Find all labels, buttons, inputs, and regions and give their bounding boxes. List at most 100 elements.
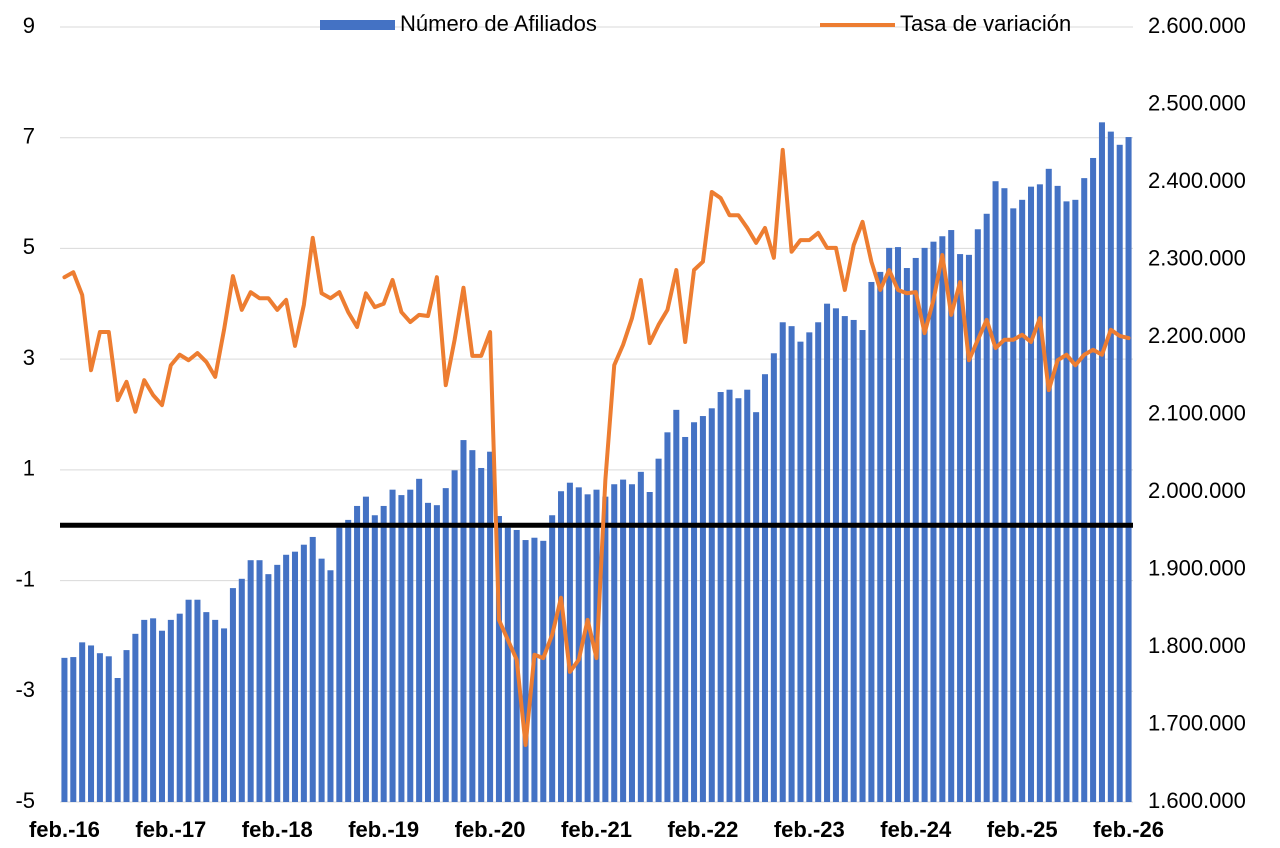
bar [753,412,760,802]
bar [1116,144,1123,803]
bar [336,527,343,802]
bar [1090,157,1097,803]
y-tick-label: 7 [23,124,35,149]
bar [664,432,671,802]
bar [132,633,139,802]
legend-label: Tasa de variación [900,11,1071,36]
bar [646,492,653,802]
bar [699,416,706,802]
y-tick-label: 3 [23,345,35,370]
legend-swatch [320,20,395,30]
bar [345,519,352,802]
bar [407,489,414,802]
bar [105,656,112,802]
bar [983,213,990,802]
bar [300,544,307,802]
bar [1019,199,1026,802]
bar [868,281,875,803]
bar [877,271,884,802]
bar [611,484,618,802]
bar [123,650,130,802]
y-tick-label: 1 [23,456,35,481]
bar [957,254,964,802]
bar [540,540,547,802]
bar [478,467,485,802]
bar [549,515,556,802]
bar [70,657,77,802]
y2-tick-label: 2.400.000 [1148,168,1246,193]
bar [744,389,751,802]
bar [1098,122,1105,802]
bar [61,657,68,802]
bar [158,630,165,802]
y2-tick-label: 2.100.000 [1148,400,1246,425]
bar [212,619,219,802]
bar [1063,201,1070,802]
bar [1081,178,1088,802]
bar [318,558,325,802]
bar [761,374,769,802]
x-tick-label: feb.-18 [242,817,313,842]
x-tick-label: feb.-25 [987,817,1058,842]
bar [398,495,405,802]
bar [487,451,494,802]
y-tick-label: -3 [15,677,35,702]
bar [1125,137,1132,803]
bar [682,436,689,802]
bar [1010,208,1017,803]
bar [362,496,369,802]
bar [806,332,813,802]
bar [939,236,946,802]
bar [558,491,565,802]
bar [1045,168,1052,802]
bar [735,398,742,802]
bar [522,540,529,802]
bar [247,560,254,802]
bar [256,560,263,802]
bar [912,257,919,802]
bar [708,408,715,802]
bar [451,470,458,802]
y2-tick-label: 2.300.000 [1148,245,1246,270]
y-tick-label: -5 [15,788,35,813]
bar [1001,188,1008,802]
y2-tick-label: 2.200.000 [1148,323,1246,348]
bar [114,678,121,802]
y2-tick-label: 2.600.000 [1148,13,1246,38]
x-tick-label: feb.-24 [880,817,952,842]
bar [824,303,831,802]
bar [176,613,183,802]
bar [1054,185,1061,802]
x-tick-label: feb.-21 [561,817,632,842]
bar [903,268,910,802]
bar [1028,186,1035,802]
bar [150,618,157,802]
bar [504,527,511,802]
bar [274,564,281,802]
bar [327,570,334,802]
bar [221,628,228,802]
x-tick-label: feb.-16 [29,817,100,842]
bar [469,450,476,802]
bar [1107,131,1114,802]
bar [815,322,822,802]
bar [770,353,777,802]
x-tick-label: feb.-26 [1093,817,1164,842]
y2-tick-label: 1.700.000 [1148,710,1246,735]
bar [79,642,86,802]
bar [371,515,378,802]
bar [637,471,644,802]
bar [309,536,316,802]
bar [283,554,290,802]
bar [673,409,680,802]
bar [850,319,857,802]
y2-tick-label: 2.500.000 [1148,90,1246,115]
bar [442,488,449,802]
bar [167,619,174,802]
bar [185,599,192,802]
y2-tick-label: 1.900.000 [1148,555,1246,580]
bar [460,440,467,802]
bar [992,181,999,803]
bar [974,229,981,802]
